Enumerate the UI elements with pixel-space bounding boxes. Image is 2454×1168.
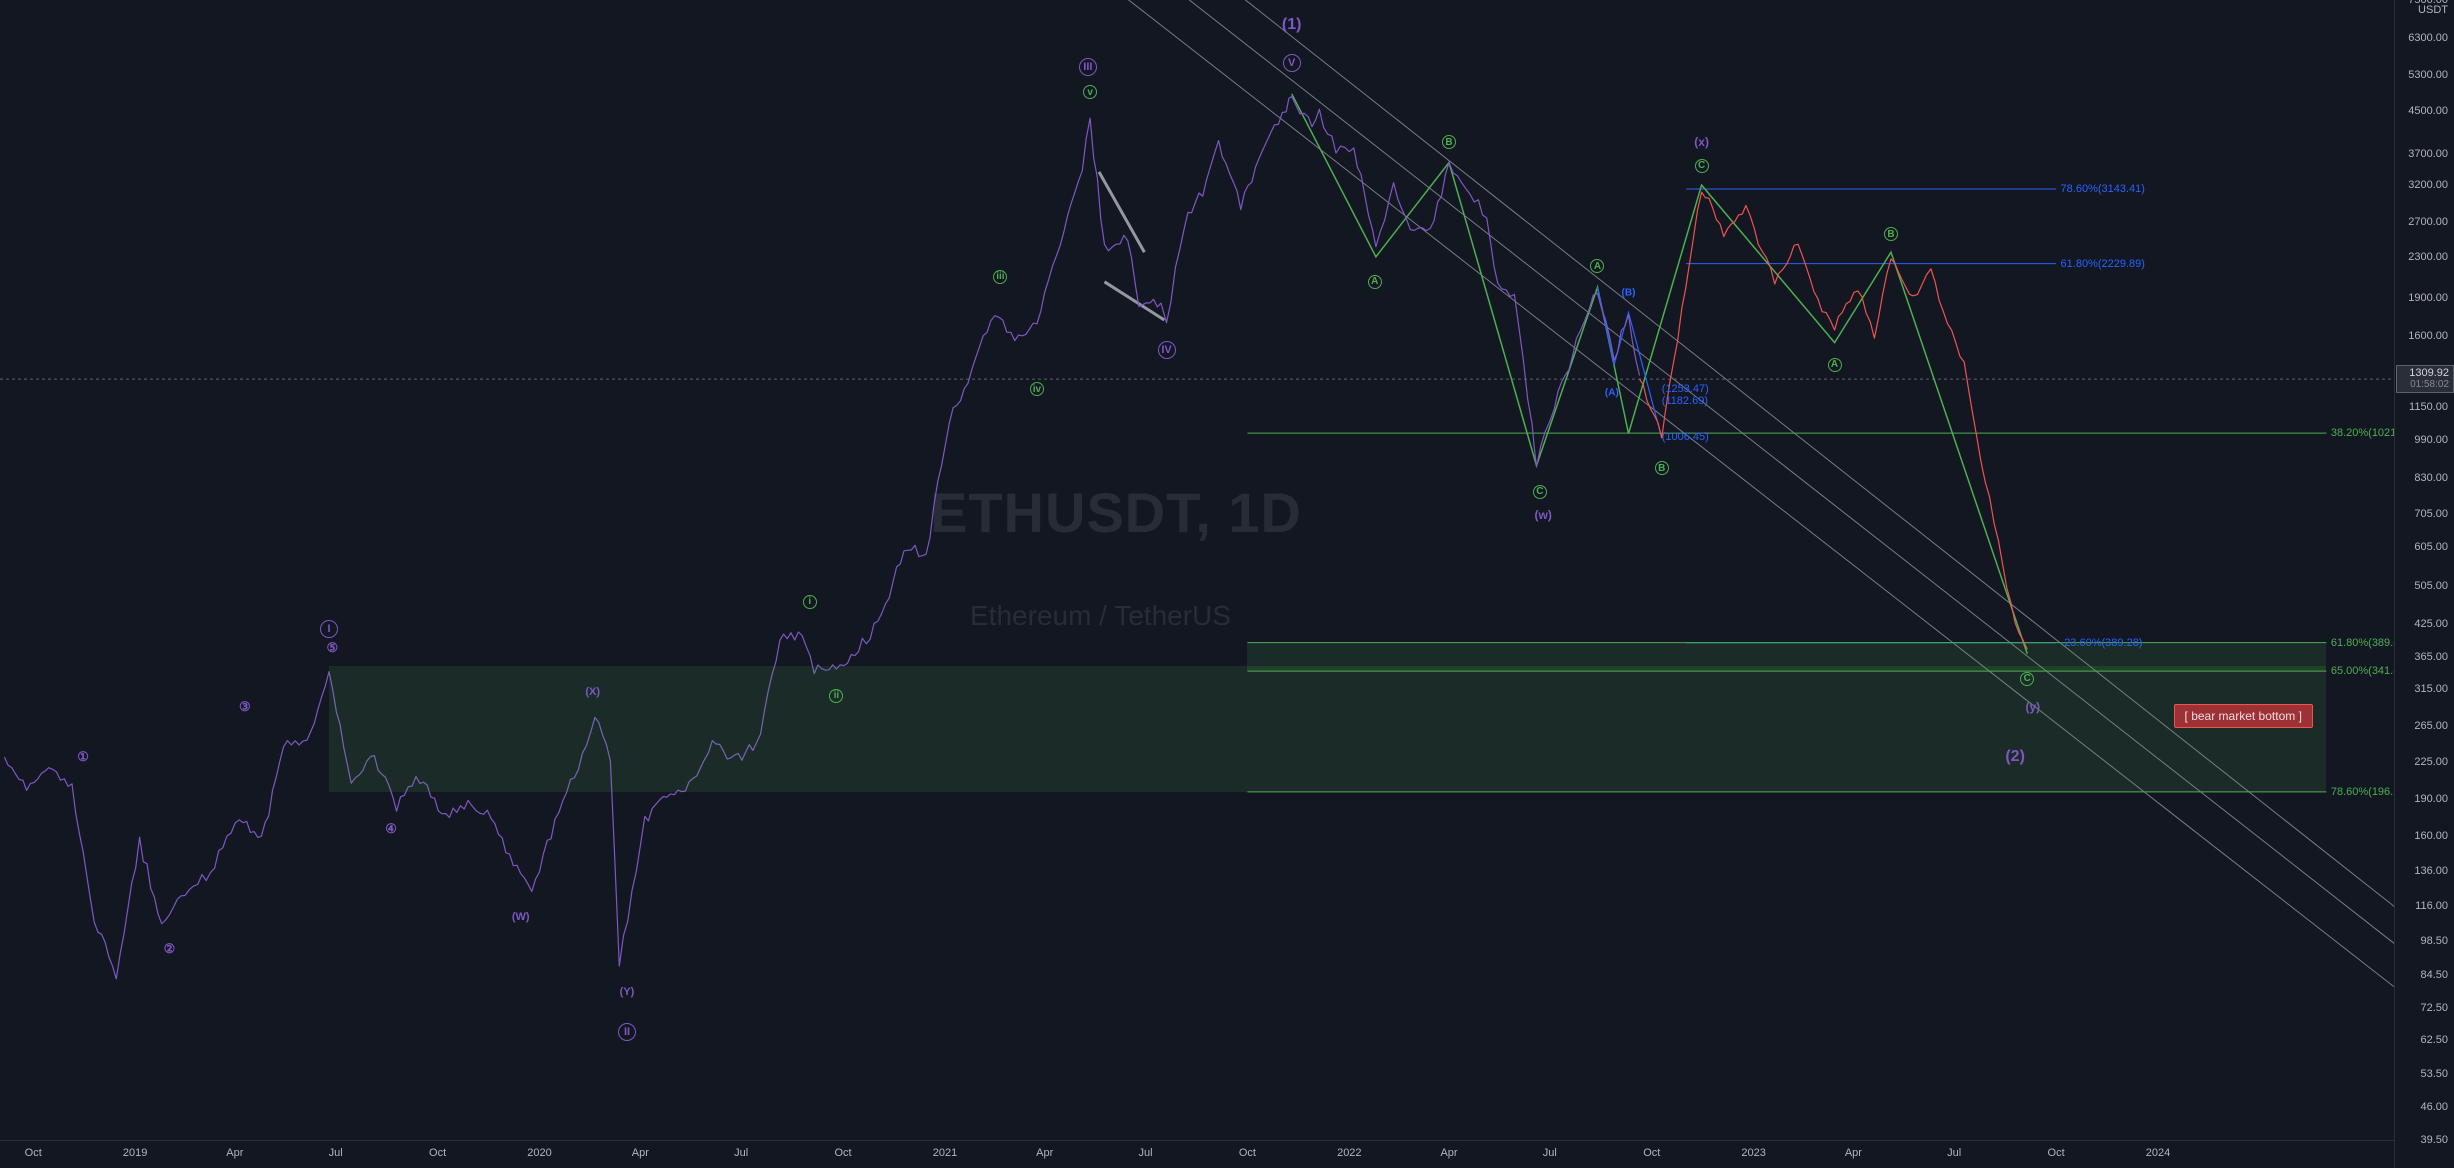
y-tick: 190.00: [2414, 793, 2448, 805]
bear-market-bottom-label: [ bear market bottom ]: [2174, 704, 2313, 728]
y-tick: 53.50: [2420, 1068, 2448, 1080]
current-price-tag: 1309.9201:58:02: [2396, 365, 2454, 393]
x-tick: Oct: [429, 1147, 446, 1159]
y-tick: 605.00: [2414, 541, 2448, 553]
y-tick: 4500.00: [2408, 105, 2448, 117]
y-tick: 225.00: [2414, 756, 2448, 768]
x-tick: 2022: [1337, 1147, 1361, 1159]
y-tick: 365.00: [2414, 651, 2448, 663]
y-tick: 315.00: [2414, 683, 2448, 695]
x-tick: 2023: [1741, 1147, 1765, 1159]
y-tick: 265.00: [2414, 720, 2448, 732]
x-tick: 2020: [527, 1147, 551, 1159]
y-tick: 5300.00: [2408, 69, 2448, 81]
x-tick: Apr: [1845, 1147, 1862, 1159]
y-tick: 160.00: [2414, 830, 2448, 842]
y-tick: 2300.00: [2408, 251, 2448, 263]
y-tick: 72.50: [2420, 1002, 2448, 1014]
x-tick: Oct: [25, 1147, 42, 1159]
x-tick: 2021: [933, 1147, 957, 1159]
x-tick: Oct: [1643, 1147, 1660, 1159]
y-tick: 7500.00: [2408, 0, 2448, 6]
x-tick: Jul: [734, 1147, 748, 1159]
y-tick: 136.00: [2414, 865, 2448, 877]
x-tick: Oct: [2048, 1147, 2065, 1159]
x-tick: Apr: [226, 1147, 243, 1159]
y-tick: 3200.00: [2408, 179, 2448, 191]
y-tick: 990.00: [2414, 434, 2448, 446]
y-tick: 6300.00: [2408, 32, 2448, 44]
y-tick: 2700.00: [2408, 216, 2448, 228]
y-axis[interactable]: USDT 7500.006300.005300.004500.003700.00…: [2394, 0, 2454, 1168]
chart-root: ETHUSDT, 1D Ethereum / TetherUS 78.60%(3…: [0, 0, 2454, 1168]
y-tick: 425.00: [2414, 618, 2448, 630]
y-tick: 830.00: [2414, 472, 2448, 484]
y-tick: 98.50: [2420, 935, 2448, 947]
y-tick: 3700.00: [2408, 148, 2448, 160]
chart-plot[interactable]: [0, 0, 2394, 1140]
x-tick: Jul: [1543, 1147, 1557, 1159]
y-tick: 1600.00: [2408, 330, 2448, 342]
y-tick: 116.00: [2415, 900, 2448, 912]
x-tick: Jul: [1138, 1147, 1152, 1159]
y-tick: 62.50: [2420, 1034, 2448, 1046]
x-tick: Apr: [1036, 1147, 1053, 1159]
x-tick: Apr: [632, 1147, 649, 1159]
y-tick: 46.00: [2420, 1101, 2448, 1113]
x-tick: Oct: [834, 1147, 851, 1159]
x-tick: Jul: [1947, 1147, 1961, 1159]
x-tick: 2019: [123, 1147, 147, 1159]
y-tick: 84.50: [2420, 969, 2448, 981]
x-tick: Apr: [1440, 1147, 1457, 1159]
y-tick: 1150.00: [2409, 401, 2448, 413]
y-tick: 1900.00: [2408, 292, 2448, 304]
x-tick: 2024: [2146, 1147, 2170, 1159]
x-tick: Jul: [329, 1147, 343, 1159]
x-tick: Oct: [1239, 1147, 1256, 1159]
y-tick: 39.50: [2420, 1134, 2448, 1146]
y-tick: 505.00: [2414, 580, 2448, 592]
y-tick: 705.00: [2414, 508, 2448, 520]
x-axis[interactable]: Oct 2019 Apr Jul Oct 2020 Apr Jul Oct 2021 Apr Jul O…: [0, 1140, 2394, 1168]
